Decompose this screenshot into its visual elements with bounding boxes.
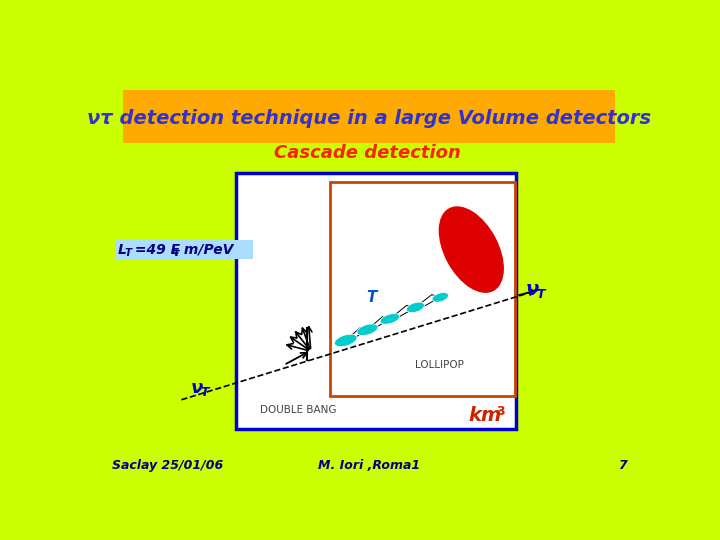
Text: T: T bbox=[366, 290, 377, 305]
Text: T: T bbox=[201, 386, 210, 399]
Text: T: T bbox=[536, 288, 545, 301]
Text: km: km bbox=[468, 406, 502, 424]
Bar bbox=[330, 182, 515, 396]
Ellipse shape bbox=[357, 324, 378, 335]
Ellipse shape bbox=[432, 293, 449, 302]
Bar bbox=[122, 90, 616, 143]
Text: 3: 3 bbox=[496, 405, 505, 418]
Ellipse shape bbox=[380, 314, 400, 324]
Bar bbox=[235, 173, 516, 429]
Ellipse shape bbox=[335, 334, 357, 347]
Text: =49 E: =49 E bbox=[130, 242, 181, 256]
Text: m/PeV: m/PeV bbox=[179, 242, 233, 256]
Ellipse shape bbox=[439, 207, 503, 292]
Text: ν: ν bbox=[191, 379, 203, 397]
Text: LOLLIPOP: LOLLIPOP bbox=[415, 360, 464, 370]
Text: τ: τ bbox=[173, 248, 179, 258]
Text: Cascade detection: Cascade detection bbox=[274, 144, 461, 163]
Text: ντ detection technique in a large Volume detectors: ντ detection technique in a large Volume… bbox=[87, 109, 651, 128]
Text: L: L bbox=[118, 242, 127, 256]
Text: Saclay 25/01/06: Saclay 25/01/06 bbox=[112, 458, 223, 472]
Text: 7: 7 bbox=[618, 458, 626, 472]
Text: T: T bbox=[124, 248, 131, 258]
Text: DOUBLE BANG: DOUBLE BANG bbox=[261, 405, 337, 415]
Ellipse shape bbox=[407, 302, 425, 313]
Text: ν: ν bbox=[526, 280, 539, 299]
Bar bbox=[114, 240, 253, 259]
Text: M. Iori ,Roma1: M. Iori ,Roma1 bbox=[318, 458, 420, 472]
